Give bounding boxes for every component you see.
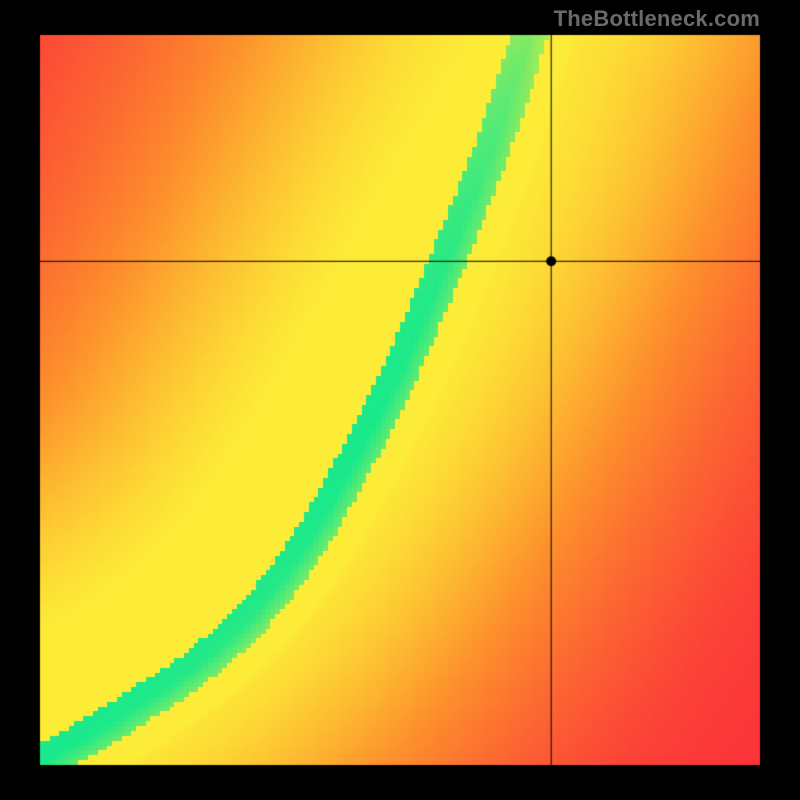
chart-container: TheBottleneck.com (0, 0, 800, 800)
watermark-text: TheBottleneck.com (554, 6, 760, 32)
heatmap-canvas (0, 0, 800, 800)
